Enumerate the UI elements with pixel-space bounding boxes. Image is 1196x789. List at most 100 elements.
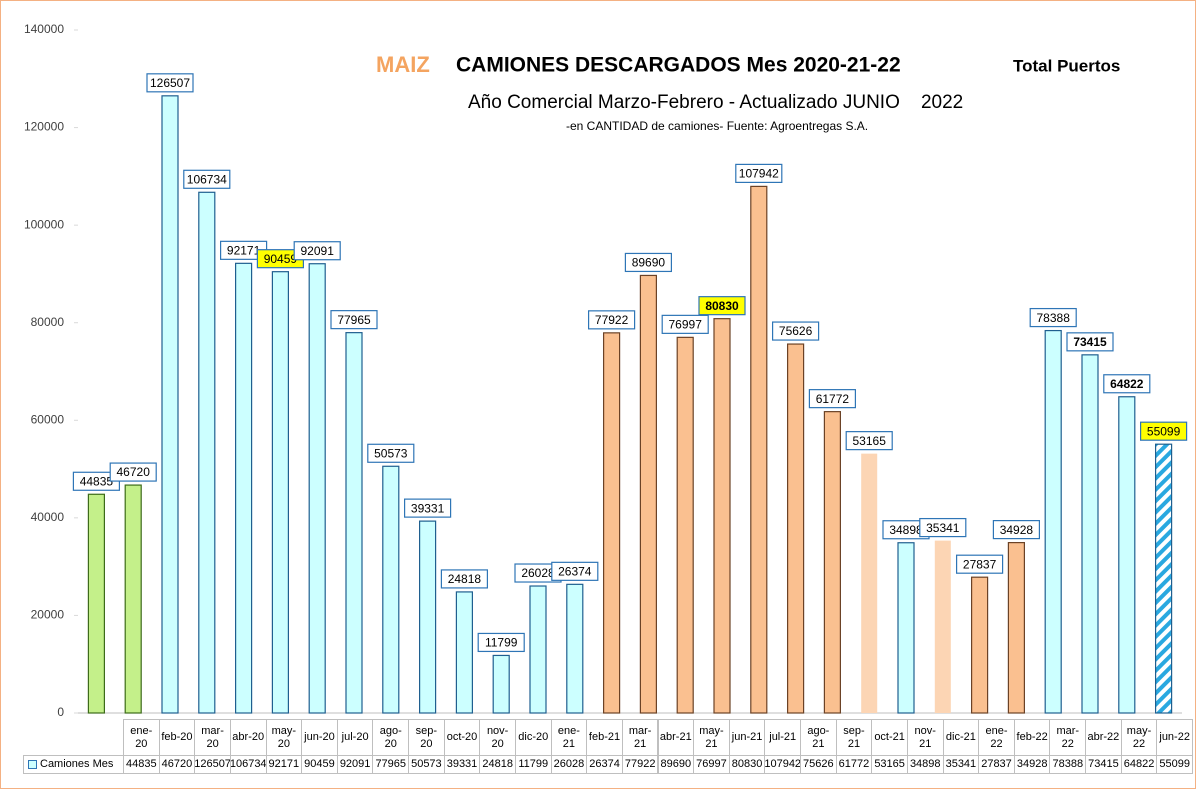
table-header-cell: nov-20 — [479, 719, 516, 756]
value-label-box — [735, 163, 783, 183]
table-value-cell: 53165 — [871, 755, 908, 774]
table-header-cell: jul-20 — [336, 719, 374, 756]
value-label-text: 92171 — [227, 244, 261, 258]
table-value-cell: 34928 — [1013, 755, 1051, 774]
bar — [639, 274, 658, 714]
note: -en CANTIDAD de camiones- Fuente: Agroen… — [566, 119, 868, 133]
value-label: 77965 — [330, 310, 378, 330]
value-label: 35341 — [919, 517, 967, 538]
table-header-cell: ene-20 — [123, 719, 160, 756]
value-label-box — [1066, 332, 1114, 352]
value-label-text: 77965 — [337, 313, 371, 327]
value-label-box — [551, 561, 599, 581]
table-header-cell: feb-21 — [586, 719, 623, 756]
value-label-text: 24818 — [448, 572, 482, 586]
table-value-cell: 26028 — [550, 755, 588, 774]
table-header-cell: dic-21 — [942, 719, 980, 756]
value-label-text: 90459 — [264, 252, 298, 266]
bar — [1081, 354, 1099, 714]
title-suffix: Total Puertos — [1013, 56, 1120, 75]
bar — [566, 583, 584, 714]
table-value-cell: 92091 — [336, 755, 374, 774]
bar — [676, 336, 694, 714]
value-label-box — [146, 73, 194, 93]
value-label-box — [661, 314, 709, 334]
value-label-text: 46720 — [117, 465, 151, 479]
table-header-cell: nov-21 — [906, 719, 944, 756]
bar — [87, 493, 106, 714]
bar — [897, 542, 915, 714]
bar — [271, 271, 289, 714]
table-value-cell: 46720 — [158, 755, 196, 774]
value-label-text: 89690 — [632, 256, 666, 270]
value-label-box — [404, 498, 452, 518]
value-label-box — [440, 569, 488, 589]
table-header-cell: abr-22 — [1085, 719, 1122, 756]
table-header-cell: ene-21 — [550, 719, 588, 756]
y-tick-label: 100000 — [24, 217, 64, 231]
value-label-text: 73415 — [1073, 335, 1107, 349]
bar — [861, 453, 878, 713]
bar — [455, 591, 473, 714]
value-label-box — [293, 241, 341, 261]
table-value-cell: 106734 — [229, 755, 267, 774]
table-value-cell: 90459 — [301, 755, 338, 774]
bar — [823, 411, 842, 714]
table-header-cell: jun-21 — [728, 719, 766, 756]
table-value-cell: 80830 — [728, 755, 766, 774]
table-header-cell: jun-20 — [301, 719, 338, 756]
table-header-cell: jul-21 — [764, 719, 802, 756]
value-label: 26374 — [551, 561, 599, 581]
bar — [161, 95, 179, 714]
value-label: 92171 — [220, 240, 268, 260]
value-label-text: 39331 — [411, 501, 445, 515]
value-label-box — [771, 321, 820, 341]
value-label: 34928 — [992, 520, 1041, 540]
table-value-cell: 76997 — [693, 755, 730, 774]
value-label-text: 61772 — [816, 392, 850, 406]
y-tick-label: 140000 — [24, 22, 64, 36]
bar — [308, 263, 326, 714]
table-header-cell: feb-22 — [1013, 719, 1051, 756]
chart-title: CAMIONES DESCARGADOS Mes 2020-21-22 — [456, 54, 901, 77]
bar — [529, 585, 547, 714]
table-value-cell: 126507 — [194, 755, 231, 774]
value-label: 77922 — [587, 310, 636, 330]
value-label-text: 64822 — [1110, 377, 1144, 391]
value-label-box — [587, 310, 636, 330]
value-label-text: 26028 — [521, 566, 555, 580]
table-value-cell: 34898 — [906, 755, 944, 774]
table-header-cell: may-21 — [693, 719, 730, 756]
value-label: 90459 — [256, 249, 304, 269]
table-header-cell: mar-22 — [1049, 719, 1087, 756]
value-label: 50573 — [367, 443, 415, 463]
bar — [235, 262, 253, 714]
bar — [934, 540, 951, 713]
table-header-cell: ene-22 — [978, 719, 1015, 756]
value-label: 75626 — [771, 321, 820, 341]
value-label-text: 106734 — [187, 172, 227, 186]
table-header-cell: oct-20 — [443, 719, 481, 756]
value-label-box — [109, 462, 157, 482]
value-label: 73415 — [1066, 332, 1114, 352]
bar — [419, 520, 437, 714]
table-value-cell: 77965 — [372, 755, 410, 774]
table-value-cell: 35341 — [942, 755, 980, 774]
table-value-cell: 92171 — [265, 755, 303, 774]
value-label: 80830 — [698, 296, 746, 316]
table-value-cell: 89690 — [657, 755, 695, 774]
value-label-box — [330, 310, 378, 330]
value-label-text: 92091 — [301, 244, 335, 258]
table-value-cell: 24818 — [479, 755, 516, 774]
value-label: 92091 — [293, 241, 341, 261]
legend-swatch — [28, 760, 37, 769]
table-value-cell: 64822 — [1120, 755, 1158, 774]
chart: MAIZ CAMIONES DESCARGADOS Mes 2020-21-22… — [24, 22, 1188, 717]
value-label-box — [477, 632, 525, 653]
value-label-text: 77922 — [595, 313, 629, 327]
value-label: 53165 — [845, 431, 893, 451]
table-value-cell: 73415 — [1085, 755, 1122, 774]
value-label-box — [1029, 307, 1077, 328]
table-value-cell: 75626 — [800, 755, 837, 774]
